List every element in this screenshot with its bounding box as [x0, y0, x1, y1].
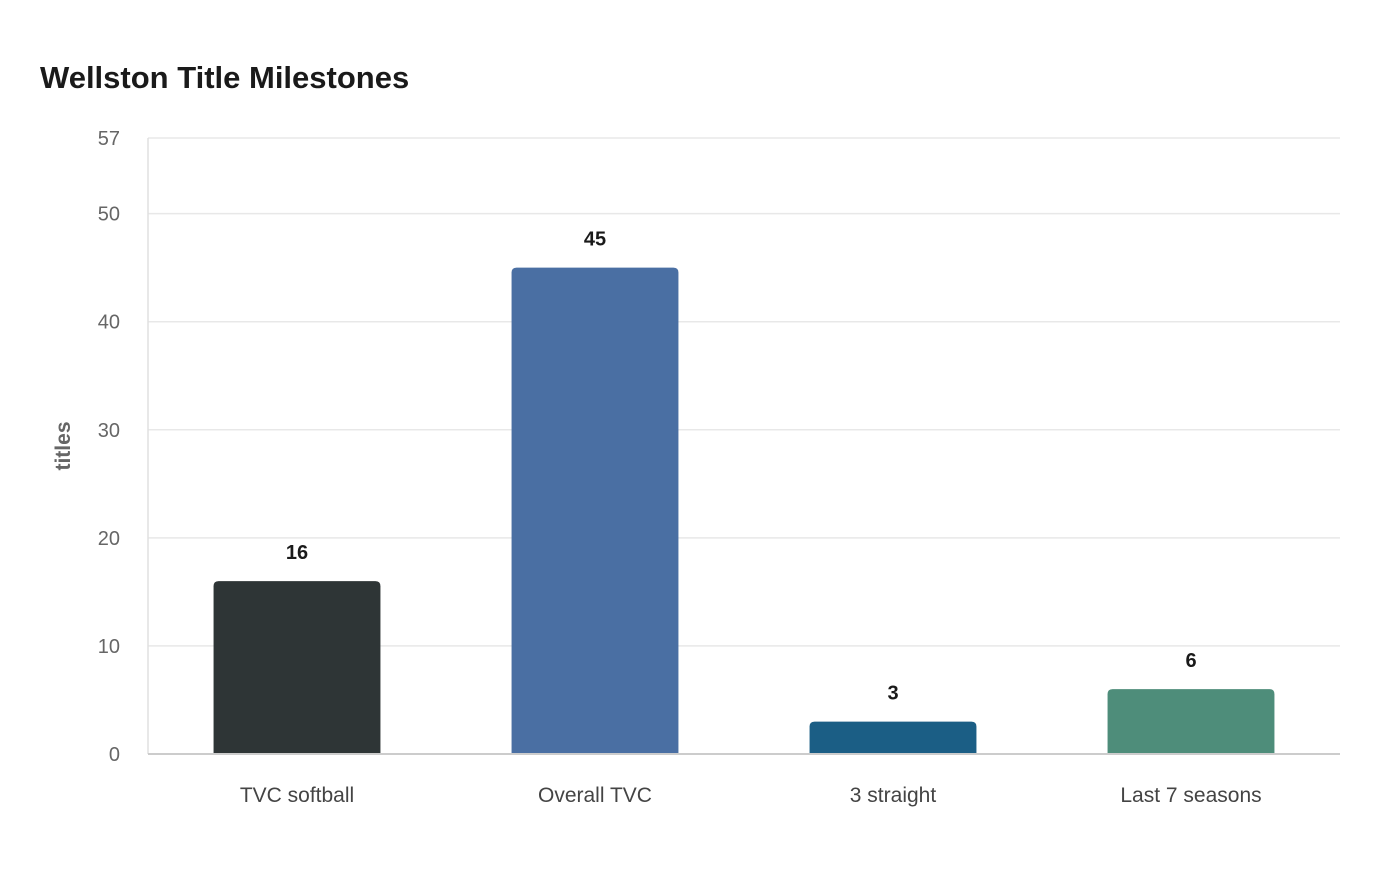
bar	[809, 721, 977, 754]
y-axis-title: titles	[52, 421, 75, 470]
bar	[511, 267, 679, 754]
x-tick-label: 3 straight	[850, 784, 937, 807]
data-label: 45	[584, 229, 606, 251]
data-label: 16	[286, 542, 308, 564]
y-tick-label: 30	[98, 420, 120, 442]
y-tick-label: 20	[98, 528, 120, 550]
y-tick-label: 10	[98, 636, 120, 658]
y-tick-label: 50	[98, 204, 120, 226]
y-tick-label: 40	[98, 312, 120, 334]
y-tick-label: 0	[109, 744, 120, 766]
data-label: 3	[887, 683, 898, 705]
axes	[147, 138, 1340, 755]
x-tick-label: Last 7 seasons	[1120, 784, 1261, 807]
x-tick-label: TVC softball	[240, 784, 354, 807]
data-label: 6	[1185, 650, 1196, 672]
x-tick-label: Overall TVC	[538, 784, 652, 807]
y-tick-label: 57	[98, 128, 120, 150]
bar	[213, 581, 381, 754]
bar	[1107, 689, 1275, 754]
chart-title: Wellston Title Milestones	[40, 60, 410, 95]
labels: 0 10 20 30 40 50 57 16 TVC softball 45 Overall TVC…	[98, 128, 1262, 807]
gridlines	[148, 137, 1340, 647]
bars	[213, 267, 1275, 754]
